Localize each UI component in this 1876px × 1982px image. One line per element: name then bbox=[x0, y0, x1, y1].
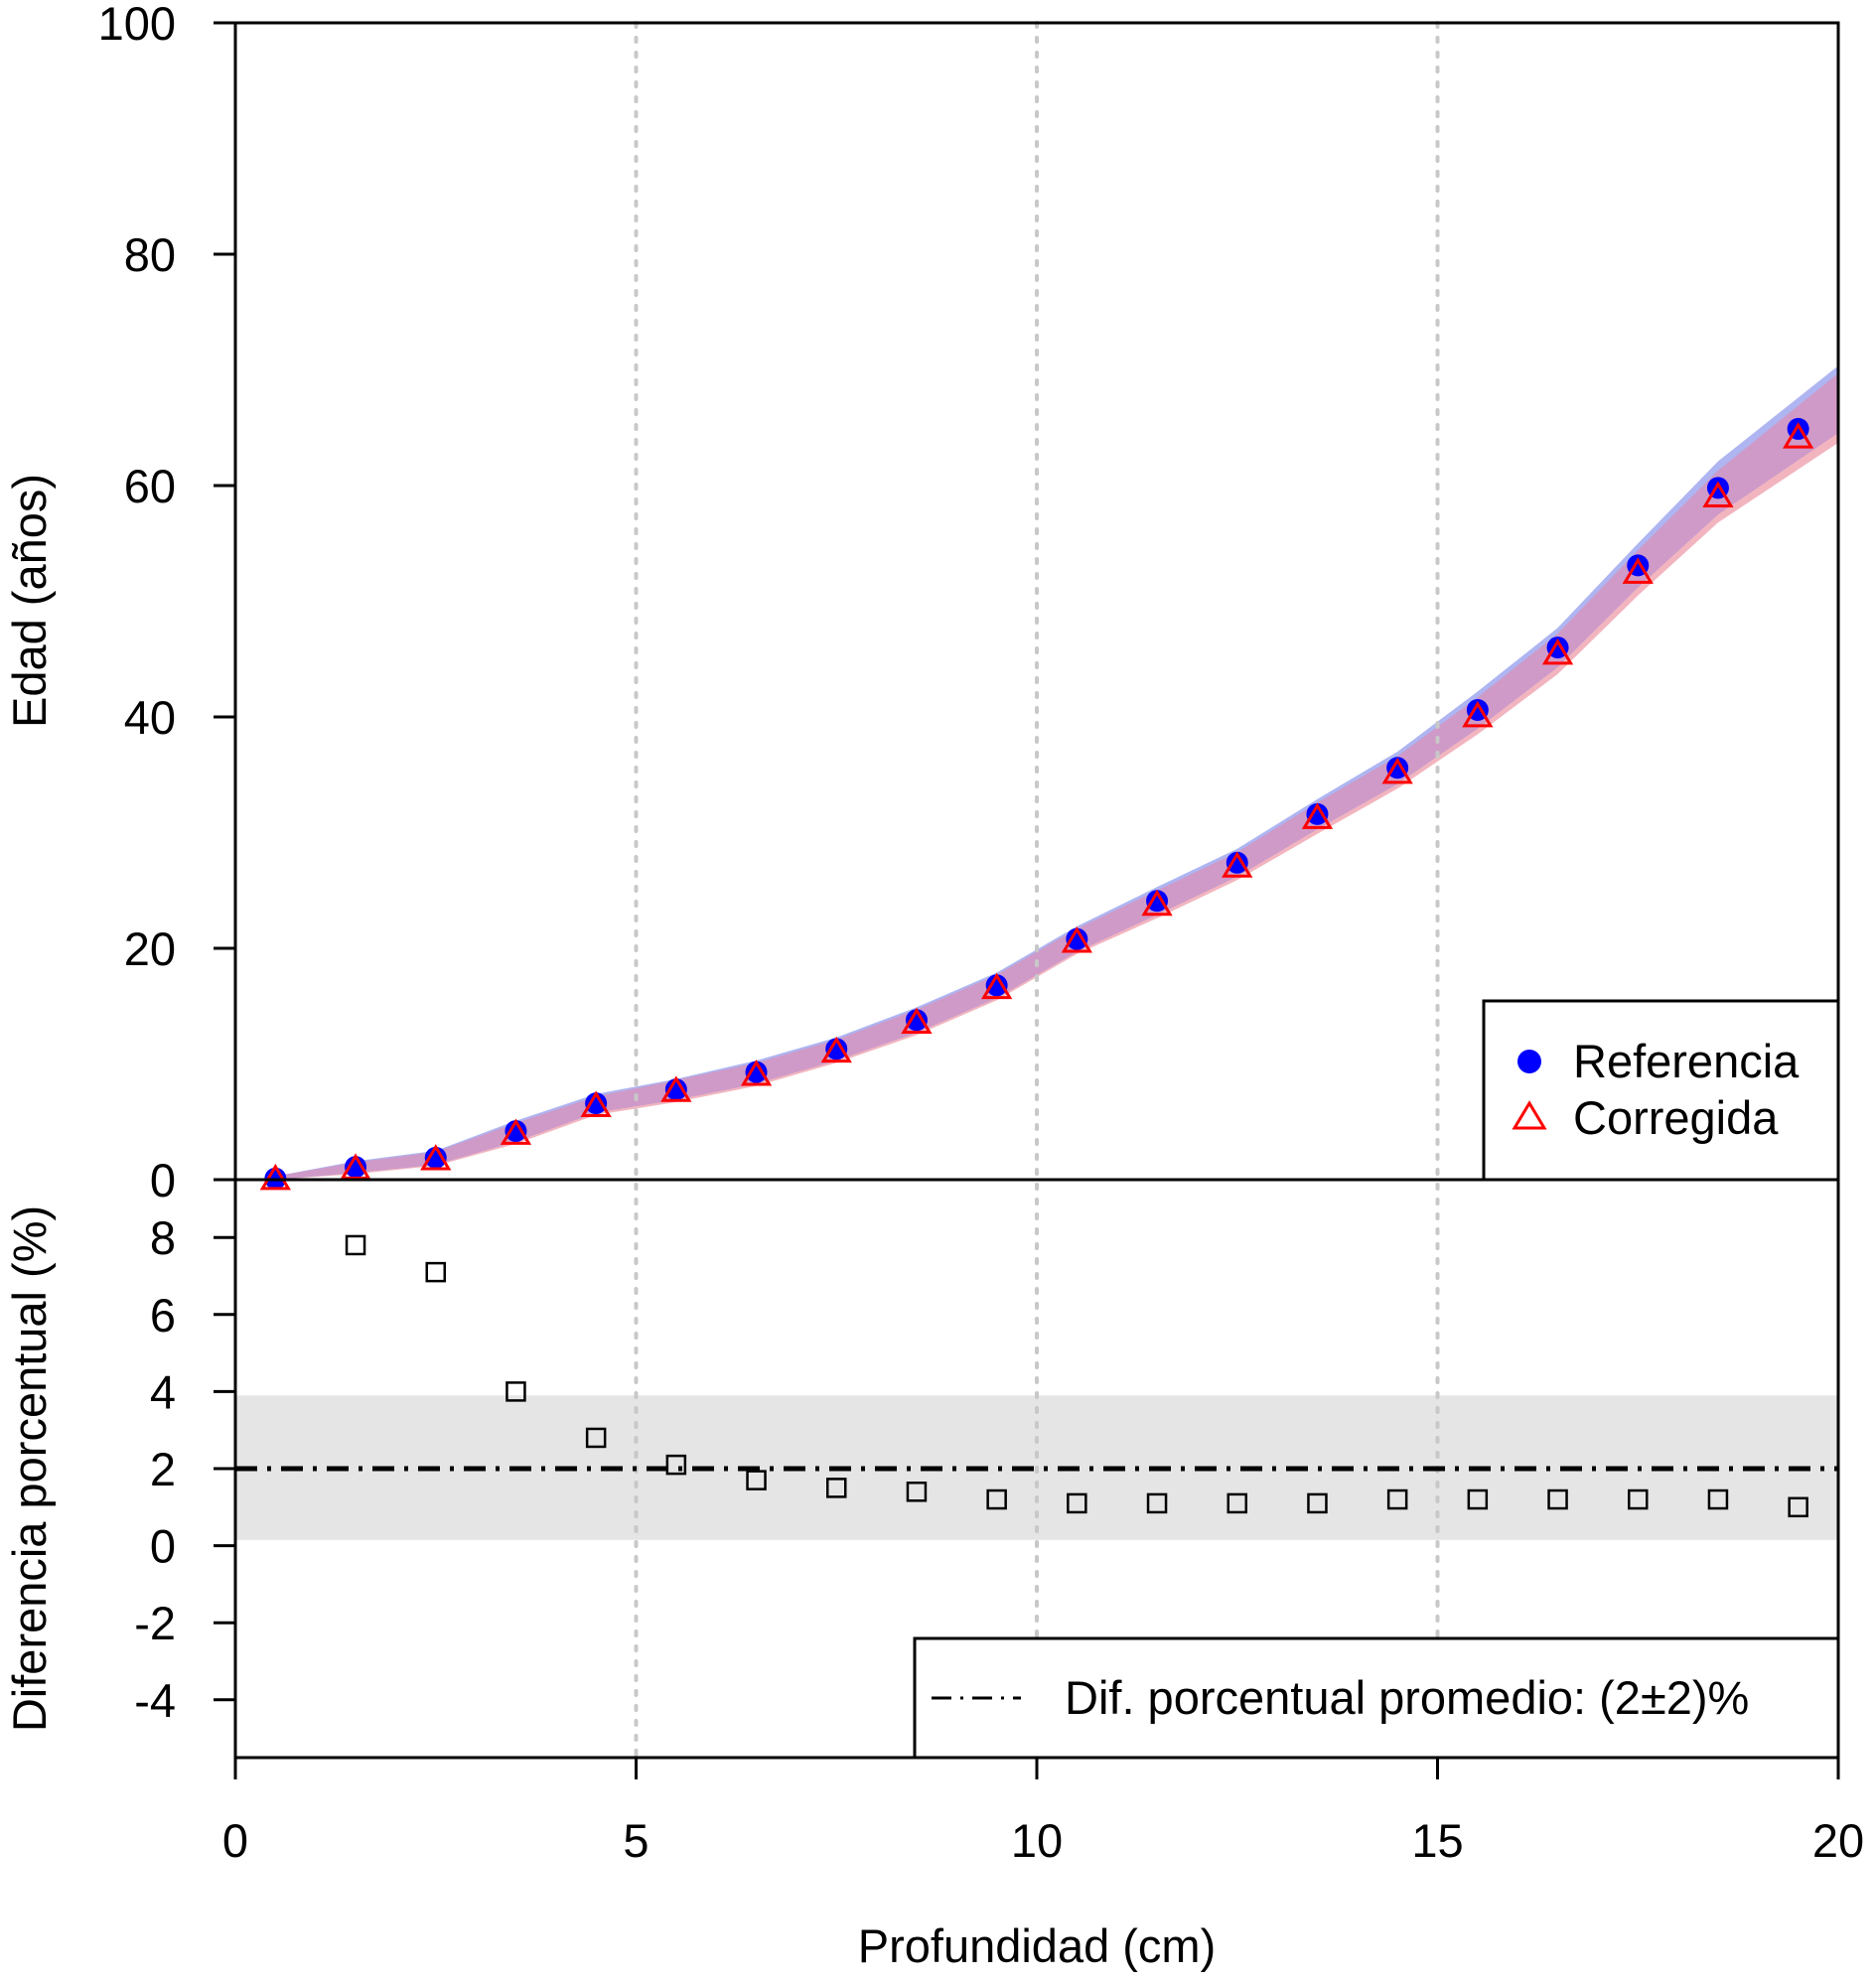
point-referencia bbox=[825, 1038, 848, 1061]
point-corregida bbox=[1381, 757, 1413, 784]
point-referencia bbox=[905, 1009, 928, 1032]
point-diferencia bbox=[1307, 1492, 1328, 1514]
top-markers bbox=[259, 417, 1814, 1191]
bottom-y-tick-label: 6 bbox=[150, 1289, 176, 1342]
top-y-tick-label: 60 bbox=[124, 460, 176, 512]
point-corregida bbox=[820, 1036, 852, 1063]
point-corregida bbox=[740, 1060, 773, 1086]
point-diferencia bbox=[505, 1381, 526, 1402]
top-legend-box bbox=[1482, 999, 1840, 1182]
bottom-y-tick-label: 2 bbox=[150, 1443, 176, 1495]
point-corregida bbox=[1622, 557, 1654, 584]
point-diferencia bbox=[1146, 1492, 1168, 1514]
point-corregida bbox=[1141, 889, 1173, 917]
point-corregida bbox=[1061, 926, 1092, 953]
point-diferencia bbox=[1547, 1488, 1568, 1510]
point-referencia bbox=[985, 974, 1008, 997]
top-y-tick-label: 80 bbox=[124, 228, 176, 281]
point-referencia bbox=[1386, 757, 1409, 779]
bottom-y-tick-label: -4 bbox=[134, 1674, 176, 1727]
point-diferencia bbox=[1227, 1492, 1247, 1514]
point-referencia bbox=[1066, 927, 1088, 950]
top-legend: Referencia Corregida bbox=[1482, 999, 1840, 1182]
point-corregida bbox=[1541, 637, 1574, 665]
point-diferencia bbox=[345, 1234, 366, 1256]
x-tick-label: 0 bbox=[222, 1814, 248, 1867]
legend-label-referencia: Referencia bbox=[1573, 1035, 1800, 1087]
bottom-markers bbox=[345, 1234, 1808, 1518]
legend-marker-referencia bbox=[1517, 1050, 1541, 1073]
point-corregida bbox=[1783, 422, 1814, 449]
point-diferencia bbox=[826, 1478, 847, 1498]
point-referencia bbox=[745, 1061, 768, 1083]
point-diferencia bbox=[1067, 1492, 1087, 1514]
bottom-legend-box bbox=[913, 1636, 1840, 1760]
point-referencia bbox=[345, 1156, 367, 1179]
point-referencia bbox=[664, 1078, 687, 1101]
point-corregida bbox=[420, 1144, 452, 1171]
top-y-tick-label: 40 bbox=[124, 691, 176, 744]
bottom-y-tick-label: 0 bbox=[150, 1520, 176, 1573]
x-axis-title: Profundidad (cm) bbox=[858, 1919, 1217, 1972]
point-corregida bbox=[901, 1007, 933, 1035]
x-tick-label: 15 bbox=[1411, 1814, 1463, 1867]
top-y-tick-label: 100 bbox=[98, 0, 176, 50]
x-tick-label: 10 bbox=[1011, 1814, 1063, 1867]
point-referencia bbox=[505, 1120, 527, 1143]
bottom-y-tick-label: -2 bbox=[134, 1597, 176, 1649]
point-corregida bbox=[981, 972, 1013, 1000]
point-corregida bbox=[1301, 802, 1334, 829]
top-y-tick-label: 20 bbox=[124, 922, 176, 975]
point-referencia bbox=[585, 1092, 608, 1115]
point-referencia bbox=[1306, 802, 1329, 825]
point-diferencia bbox=[746, 1470, 767, 1490]
top-y-tick-label: 0 bbox=[150, 1154, 176, 1206]
point-corregida bbox=[340, 1153, 371, 1180]
point-referencia bbox=[1146, 890, 1169, 913]
bottom-y-tick-label: 4 bbox=[150, 1365, 176, 1418]
legend-marker-corregida bbox=[1512, 1100, 1547, 1130]
bottom-y-tick-label: 8 bbox=[150, 1211, 176, 1264]
point-diferencia bbox=[1628, 1488, 1649, 1510]
point-corregida bbox=[259, 1163, 291, 1191]
x-tick-label: 5 bbox=[623, 1814, 649, 1867]
point-diferencia bbox=[665, 1454, 687, 1476]
point-diferencia bbox=[425, 1261, 446, 1283]
point-diferencia bbox=[1467, 1488, 1489, 1510]
point-referencia bbox=[1226, 851, 1248, 874]
legend-label-mean: Dif. porcentual promedio: (2±2)% bbox=[1065, 1671, 1749, 1724]
point-corregida bbox=[1702, 481, 1734, 507]
x-tick-label: 20 bbox=[1812, 1814, 1864, 1867]
bottom-legend: Dif. porcentual promedio: (2±2)% bbox=[913, 1636, 1840, 1760]
point-diferencia bbox=[1386, 1488, 1408, 1510]
point-corregida bbox=[660, 1075, 692, 1102]
bottom-y-axis-title: Diferencia porcentual (%) bbox=[3, 1205, 56, 1732]
point-referencia bbox=[424, 1146, 447, 1169]
point-corregida bbox=[580, 1090, 612, 1117]
point-diferencia bbox=[585, 1427, 607, 1449]
point-corregida bbox=[500, 1118, 532, 1145]
legend-label-corregida: Corregida bbox=[1573, 1091, 1779, 1144]
point-diferencia bbox=[906, 1482, 928, 1502]
point-corregida bbox=[1222, 851, 1253, 878]
top-y-axis-title: Edad (años) bbox=[3, 474, 56, 728]
point-corregida bbox=[1462, 700, 1494, 728]
point-diferencia bbox=[986, 1488, 1007, 1510]
point-diferencia bbox=[1707, 1488, 1729, 1510]
point-diferencia bbox=[1788, 1496, 1808, 1518]
